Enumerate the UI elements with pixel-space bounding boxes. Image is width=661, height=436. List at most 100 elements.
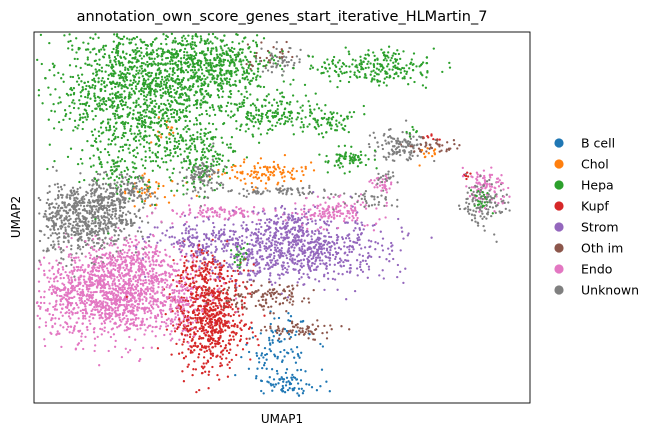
data-point-kupf [232, 335, 235, 338]
data-point-chol [160, 136, 163, 139]
data-point-hepa [181, 39, 184, 42]
data-point-unknown [56, 218, 59, 221]
data-point-hepa [110, 165, 113, 169]
data-point-hepa [169, 140, 172, 144]
data-point-strom [331, 277, 335, 281]
data-point-hepa [257, 141, 261, 144]
data-point-oth-im [249, 60, 252, 64]
data-point-strom [335, 241, 339, 245]
data-point-endo [191, 321, 194, 324]
data-point-unknown [330, 192, 333, 196]
data-point-hepa [222, 60, 225, 64]
data-point-hepa [73, 119, 77, 122]
data-point-strom [274, 281, 277, 284]
data-point-hepa [259, 133, 263, 136]
data-point-strom [268, 255, 272, 258]
data-point-b-cell [262, 364, 266, 367]
data-point-hepa [120, 158, 124, 161]
data-point-hepa [301, 104, 304, 107]
data-point-unknown [73, 275, 76, 278]
data-point-b-cell [268, 336, 271, 340]
data-point-strom [274, 231, 278, 234]
data-point-oth-im [246, 280, 249, 284]
data-point-chol [233, 175, 237, 178]
data-point-kupf [194, 295, 198, 298]
data-point-unknown [370, 195, 373, 198]
data-point-hepa [290, 117, 294, 120]
data-point-hepa [405, 72, 408, 76]
data-point-hepa [179, 96, 183, 99]
data-point-endo [169, 299, 172, 302]
data-point-chol [250, 169, 253, 173]
data-point-hepa [78, 118, 81, 122]
data-point-hepa [74, 65, 78, 68]
data-point-hepa [88, 63, 91, 66]
data-point-hepa [104, 126, 108, 129]
data-point-hepa [146, 106, 149, 109]
data-point-hepa [227, 114, 230, 117]
data-point-unknown [271, 65, 274, 68]
data-point-hepa [168, 94, 171, 98]
data-point-b-cell [263, 361, 266, 365]
data-point-hepa [62, 73, 65, 76]
data-point-strom [301, 247, 304, 251]
data-point-hepa [200, 150, 204, 154]
data-point-endo [143, 273, 146, 276]
data-point-hepa [100, 83, 103, 86]
data-point-kupf [234, 278, 237, 282]
data-point-kupf [182, 320, 185, 323]
data-point-strom [274, 227, 278, 230]
data-point-unknown [97, 227, 101, 230]
data-point-chol [252, 176, 255, 179]
data-point-endo [56, 263, 60, 266]
data-point-unknown [365, 201, 368, 205]
data-point-unknown [75, 252, 78, 255]
data-point-strom [322, 239, 325, 243]
data-point-unknown [142, 247, 145, 251]
data-point-hepa [122, 43, 125, 46]
data-point-unknown [70, 233, 73, 236]
data-point-unknown [142, 206, 145, 209]
data-point-hepa [134, 155, 138, 159]
data-point-b-cell [261, 366, 264, 370]
data-point-kupf [218, 378, 221, 381]
data-point-hepa [182, 193, 185, 196]
data-point-unknown [381, 174, 385, 178]
data-point-kupf [254, 334, 257, 338]
data-point-endo [139, 358, 142, 361]
data-point-b-cell [283, 391, 287, 394]
data-point-strom [260, 225, 263, 229]
data-point-hepa [260, 114, 263, 118]
data-point-unknown [505, 193, 508, 196]
data-point-hepa [48, 68, 51, 72]
data-point-endo [124, 256, 127, 259]
data-point-hepa [343, 144, 347, 147]
data-point-endo [490, 173, 494, 177]
data-point-endo [507, 186, 510, 190]
data-point-unknown [260, 47, 263, 50]
data-point-unknown [93, 232, 96, 235]
data-point-endo [143, 295, 146, 299]
data-point-b-cell [301, 392, 305, 395]
data-point-chol [195, 194, 198, 198]
data-point-kupf [189, 329, 192, 332]
data-point-chol [143, 199, 147, 203]
data-point-hepa [85, 84, 88, 88]
data-point-hepa [214, 46, 218, 49]
data-point-hepa [241, 40, 244, 43]
data-point-b-cell [251, 336, 255, 339]
data-point-hepa [335, 123, 338, 126]
data-point-endo [157, 282, 160, 286]
data-point-hepa [302, 125, 305, 129]
data-point-strom [280, 247, 283, 250]
data-point-endo [130, 284, 133, 287]
data-point-b-cell [293, 356, 296, 359]
data-point-endo [385, 188, 388, 191]
data-point-strom [250, 238, 253, 242]
data-point-unknown [128, 234, 131, 237]
data-point-b-cell [295, 330, 298, 333]
data-point-hepa [234, 80, 237, 83]
data-point-kupf [195, 297, 198, 300]
data-point-strom [356, 274, 359, 277]
data-point-endo [44, 324, 48, 327]
